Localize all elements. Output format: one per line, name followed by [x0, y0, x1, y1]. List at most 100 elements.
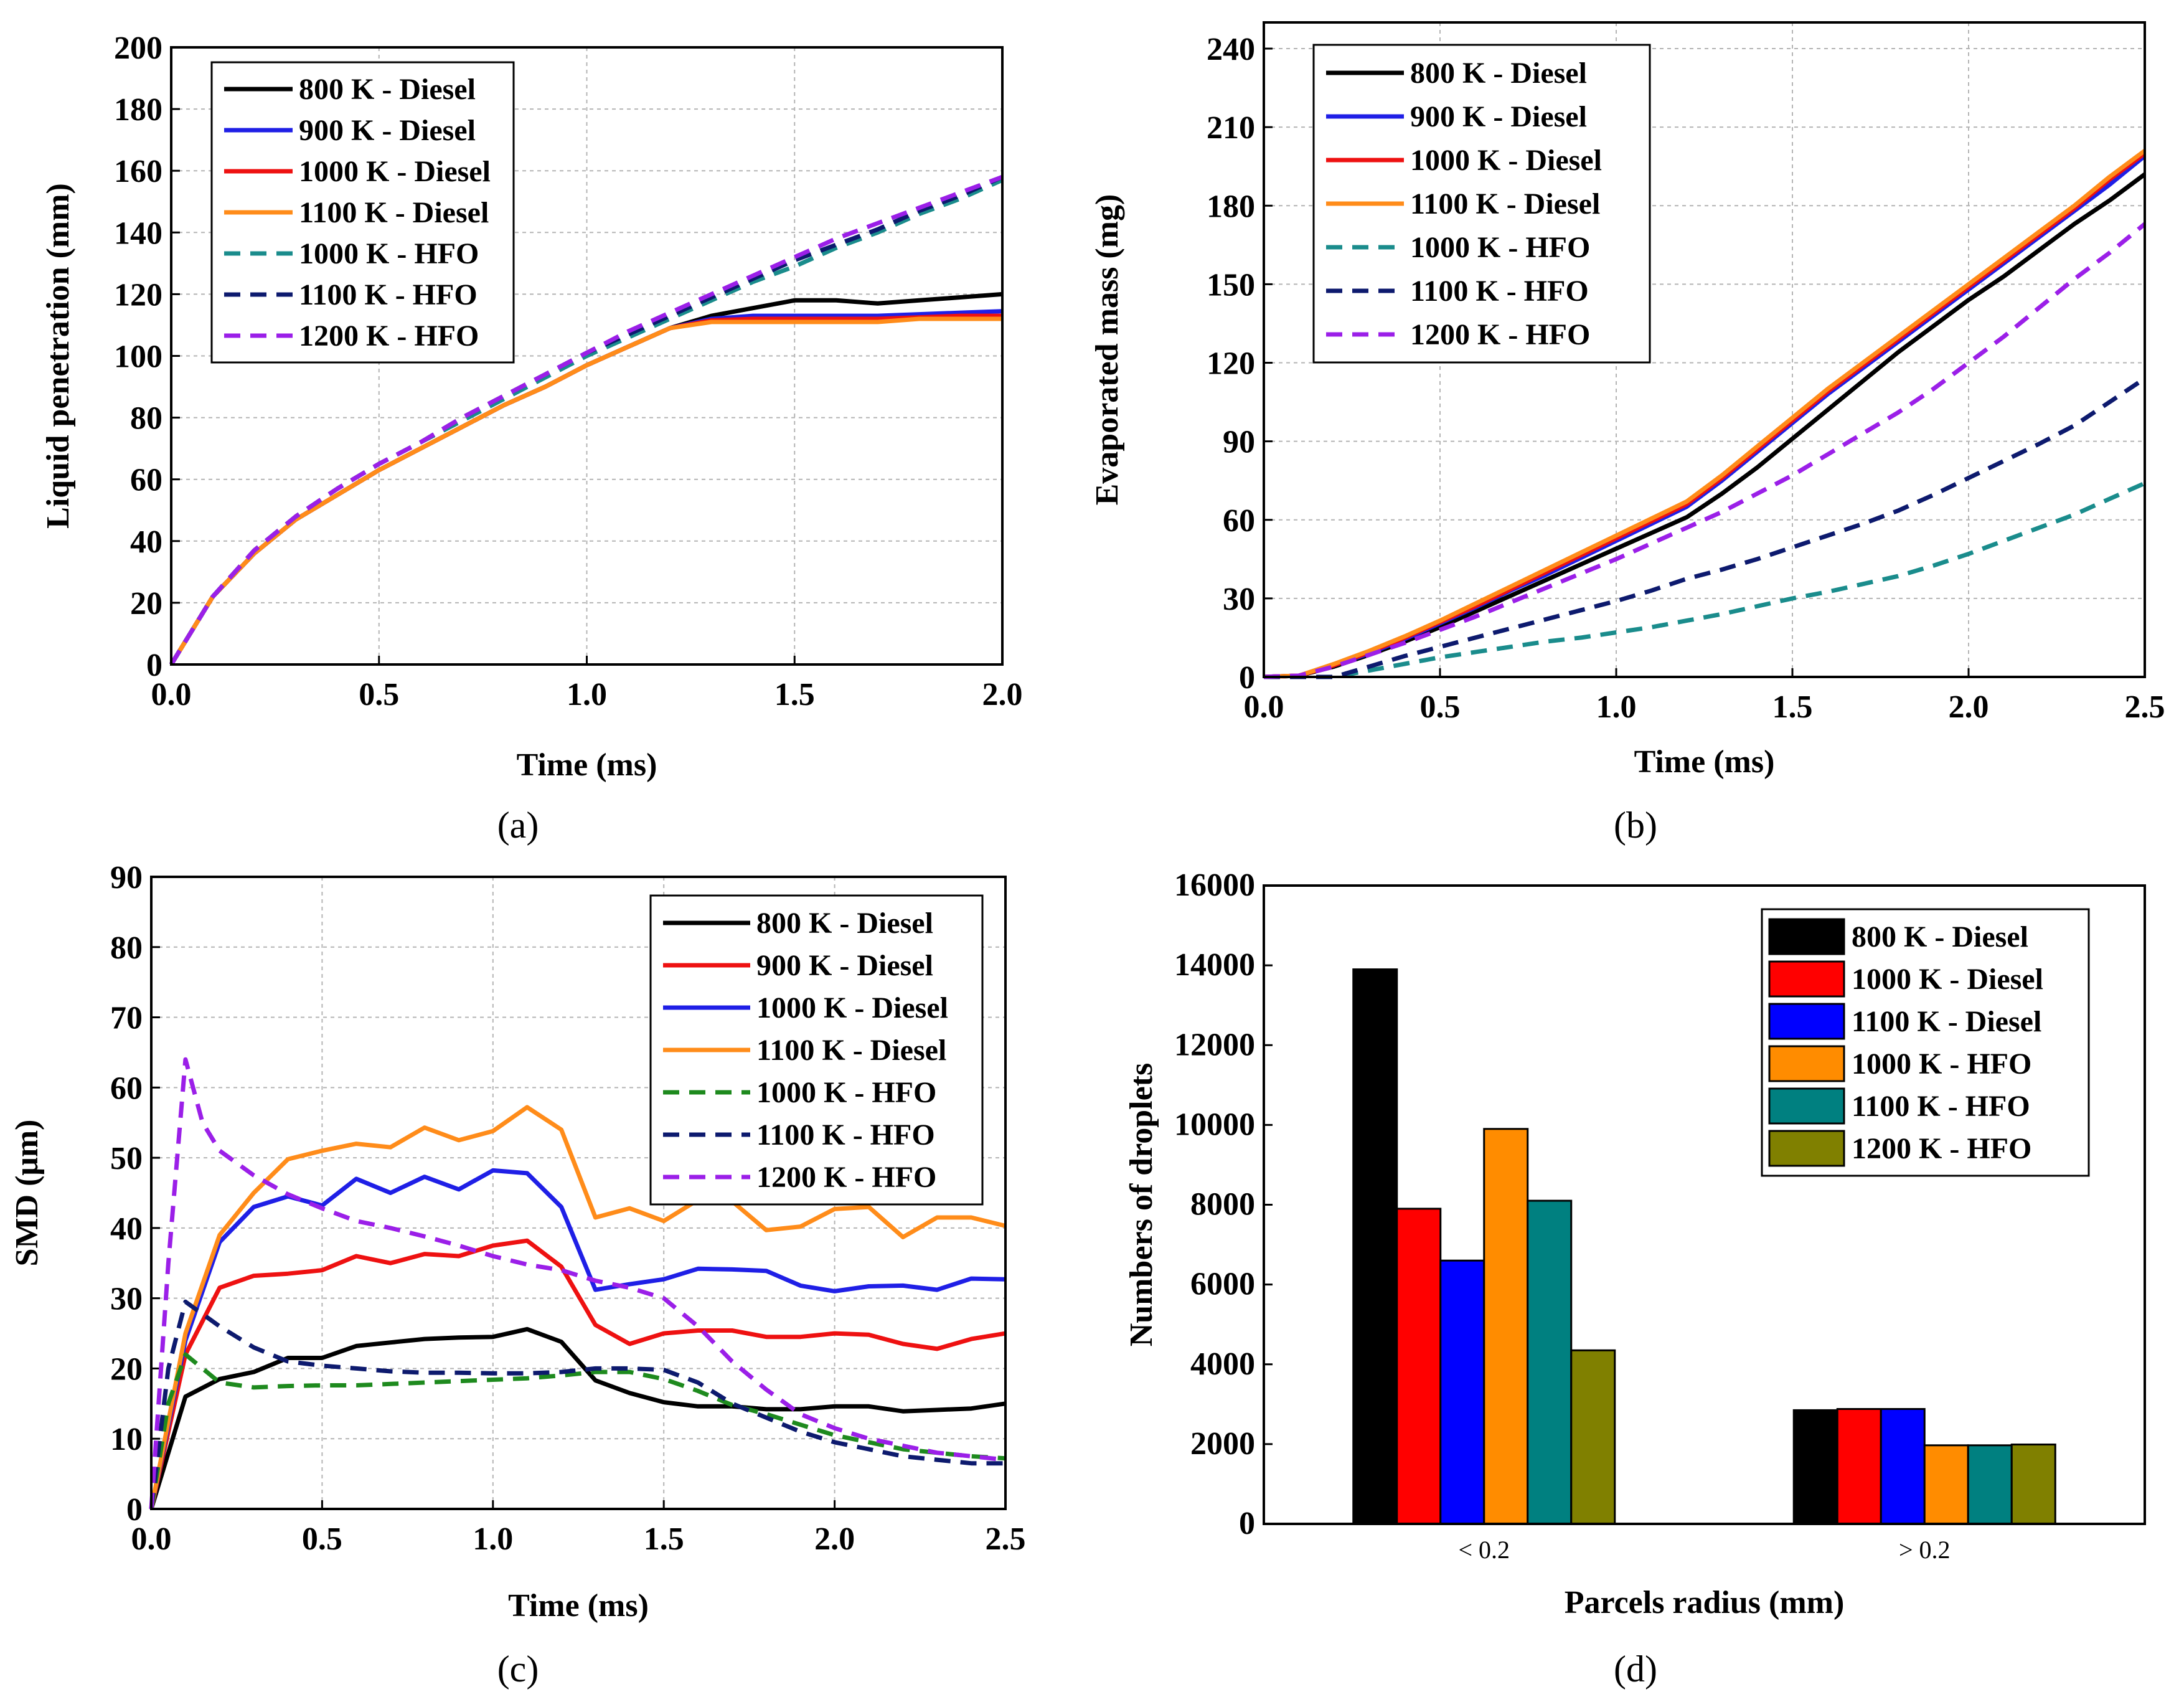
panel-label-d: (d) — [1614, 1648, 1657, 1690]
panel-label-b: (b) — [1614, 805, 1657, 846]
y-tick-label: 240 — [1207, 32, 1255, 67]
x-tick-label: 2.5 — [986, 1521, 1026, 1557]
y-tick-label: 210 — [1207, 110, 1255, 146]
y-tick-label: 40 — [110, 1211, 143, 1247]
legend-label: 1100 K - HFO — [1852, 1090, 2030, 1123]
x-tick-label: 2.0 — [814, 1521, 855, 1557]
y-tick-label: 120 — [114, 277, 162, 313]
y-tick-label: 20 — [130, 586, 162, 622]
x-axis-title: Time (ms) — [1634, 744, 1775, 780]
legend-label: 1100 K - HFO — [1410, 275, 1589, 308]
legend-label: 1000 K - Diesel — [756, 991, 948, 1024]
legend-label: 800 K - Diesel — [299, 73, 476, 106]
legend-swatch — [1768, 918, 1845, 955]
legend-label: 1000 K - Diesel — [1410, 144, 1602, 177]
plot-frame — [150, 876, 1007, 1510]
panel-c: 0.0 0.5 1.0 1.5 2.0 2.5 0 10 20 30 40 50 60 70 80 90 800… — [9, 860, 1026, 1624]
bar-02-series-2 — [1836, 1408, 1882, 1525]
bar-02-series-2 — [1396, 1208, 1442, 1525]
y-tick-label: 10000 — [1174, 1107, 1255, 1142]
legend-label: 1100 K - HFO — [299, 278, 478, 311]
x-tick-label: 1.5 — [1772, 689, 1813, 725]
legend-label: 800 K - Diesel — [1410, 57, 1587, 90]
y-tick-label: 40 — [130, 524, 162, 560]
legend-label: 1100 K - Diesel — [1852, 1005, 2041, 1038]
series-line-4 — [1263, 149, 2147, 679]
panel-a: 0.0 0.5 1.0 1.5 2.0 0 20 40 60 80 100 120 140 160 180 2… — [40, 31, 1023, 783]
x-axis-title: Parcels radius (mm) — [1565, 1585, 1845, 1620]
y-tick-label: 50 — [110, 1141, 143, 1176]
legend-label: 1100 K - Diesel — [1410, 187, 1600, 220]
y-tick-label: 20 — [110, 1351, 143, 1387]
panel-b: 0.0 0.5 1.0 1.5 2.0 2.5 0 30 60 90 120 150 180 210 240… — [1090, 21, 2165, 780]
bar-02-series-3 — [1880, 1408, 1926, 1525]
series-line-7 — [169, 174, 1004, 666]
x-tick-label: 2.5 — [2125, 689, 2165, 725]
x-tick-label: 0.5 — [1420, 689, 1461, 725]
legend-label: 900 K - Diesel — [756, 949, 933, 982]
x-tick-label: 0.5 — [302, 1521, 342, 1557]
legend-label: 1000 K - HFO — [299, 237, 479, 270]
x-tick-label: 0.0 — [131, 1521, 172, 1557]
y-tick-label: 90 — [110, 860, 143, 896]
y-tick-label: 0 — [1239, 1506, 1255, 1541]
x-tick-label: 1.0 — [1596, 689, 1637, 725]
bar-02-series-4 — [1483, 1128, 1529, 1525]
bar-02-series-5 — [1967, 1444, 2013, 1525]
x-axis-title: Time (ms) — [508, 1588, 649, 1624]
legend-label: 1100 K - HFO — [756, 1118, 935, 1151]
legend-label: 800 K - Diesel — [756, 907, 933, 940]
y-tick-label: 8000 — [1190, 1187, 1255, 1222]
legend-label: 1000 K - Diesel — [1852, 963, 2043, 996]
legend-box — [1312, 44, 1651, 364]
y-axis-title: Numbers of droplets — [1124, 1063, 1159, 1346]
y-axis-title: Evaporated mass (mg) — [1090, 194, 1125, 506]
y-tick-label: 100 — [114, 339, 162, 375]
bar-02-series-1 — [1352, 968, 1398, 1525]
bar-02-series-6 — [1570, 1349, 1616, 1525]
plot-frame — [1263, 884, 2146, 1525]
plot-frame — [170, 46, 1004, 666]
y-tick-label: 10 — [110, 1422, 143, 1457]
legend-label: 1000 K - HFO — [1852, 1047, 2031, 1080]
series-line-6 — [149, 1299, 1005, 1510]
y-tick-label: 80 — [130, 401, 162, 437]
legend-label: 1000 K - Diesel — [299, 155, 491, 188]
y-tick-label: 12000 — [1174, 1027, 1255, 1062]
legend-label: 1200 K - HFO — [299, 319, 479, 352]
legend-label: 1200 K - HFO — [756, 1161, 936, 1194]
bar-02-series-4 — [1923, 1444, 1969, 1525]
y-tick-label: 0 — [1239, 660, 1255, 696]
x-tick-label: 1.5 — [644, 1521, 684, 1557]
y-tick-label: 16000 — [1174, 868, 1255, 903]
x-axis-title: Time (ms) — [517, 747, 657, 783]
series-line-2 — [149, 1238, 1006, 1510]
legend-label: 1200 K - HFO — [1852, 1132, 2031, 1165]
y-tick-label: 60 — [130, 463, 162, 498]
y-axis-title: Liquid penetration (mm) — [40, 183, 76, 529]
legend-label: 800 K - Diesel — [1852, 920, 2028, 953]
y-tick-label: 0 — [126, 1492, 143, 1528]
y-tick-label: 120 — [1207, 346, 1255, 382]
y-tick-label: 14000 — [1174, 947, 1255, 983]
y-tick-label: 60 — [1223, 503, 1255, 539]
bar-02-series-6 — [2010, 1444, 2056, 1525]
plot-frame — [1263, 21, 2146, 678]
legend-label: 1200 K - HFO — [1410, 318, 1590, 351]
x-tick-label: 1.0 — [473, 1521, 513, 1557]
x-tick-label: 0.0 — [151, 677, 192, 712]
legend-swatch — [1768, 1003, 1845, 1040]
y-tick-label: 90 — [1223, 425, 1255, 460]
series-line-1 — [1263, 172, 2147, 679]
y-tick-label: 4000 — [1190, 1346, 1255, 1382]
legend-label: 900 K - Diesel — [299, 114, 476, 147]
x-tick-label: 1.0 — [567, 677, 607, 712]
legend-swatch — [1768, 1130, 1845, 1167]
panel-label-c: (c) — [497, 1648, 539, 1690]
series-line-4 — [169, 316, 1002, 666]
panel-d: 0 2000 4000 6000 8000 10000 12000 14000 16000 < 0… — [1124, 868, 2146, 1620]
bar-02-series-5 — [1527, 1199, 1573, 1525]
x-tick-label: 0.5 — [359, 677, 399, 712]
y-tick-label: 30 — [1223, 582, 1255, 617]
